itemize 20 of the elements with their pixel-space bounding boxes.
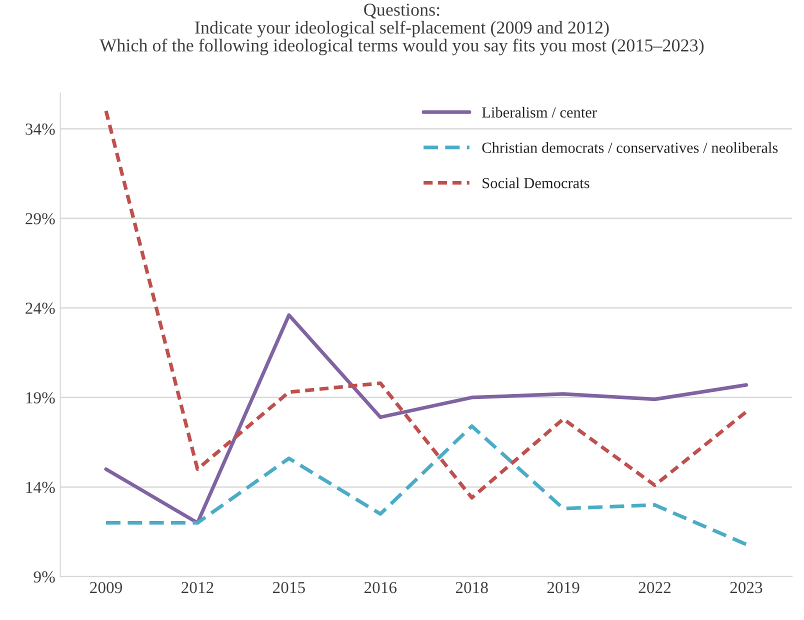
x-tick-label: 2015 bbox=[273, 582, 305, 594]
x-tick-label: 2022 bbox=[638, 582, 671, 594]
x-tick-label: 2019 bbox=[547, 582, 580, 594]
legend-label: Social Democrats bbox=[482, 178, 590, 188]
legend-label: Christian democrats / conservatives / neoliberals bbox=[482, 142, 778, 153]
y-tick-label: 9% bbox=[34, 571, 55, 583]
x-tick-label: 2009 bbox=[90, 582, 122, 594]
y-tick-label: 14% bbox=[26, 482, 55, 494]
line-series bbox=[104, 424, 748, 546]
line-series bbox=[104, 313, 748, 525]
y-tick-label: 29% bbox=[26, 213, 55, 224]
chart-subtitle: Questions: Indicate your ideological self-placement (2009 and 2012) Which of the following ideological terms would you say fits you most (2015–2023) bbox=[100, 4, 704, 56]
x-tick-label: 2012 bbox=[182, 582, 214, 594]
x-tick-label: 2018 bbox=[456, 582, 488, 594]
legend-label: Liberalism / center bbox=[482, 106, 597, 118]
x-tick-label: 2016 bbox=[364, 582, 397, 594]
x-tick-label: 2023 bbox=[730, 582, 762, 594]
y-tick-label: 34% bbox=[26, 124, 55, 135]
y-tick-label: 19% bbox=[26, 392, 55, 404]
y-tick-label: 24% bbox=[26, 302, 55, 314]
